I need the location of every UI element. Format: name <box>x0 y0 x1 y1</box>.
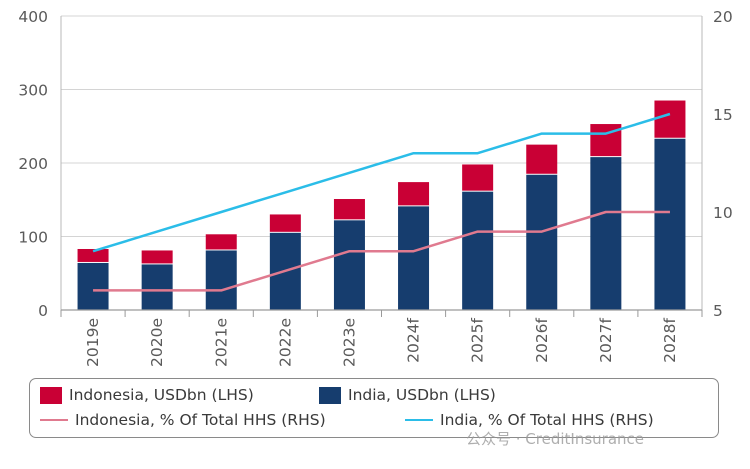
legend-item-india-line: India, % Of Total HHS (RHS) <box>405 411 654 429</box>
y-right-tick-label: 20 <box>713 8 733 26</box>
chart-svg: 0 100 200 300 400 5 10 15 20 2019e 2020e 2021e 2022e… <box>18 8 733 367</box>
y-right-tick-label: 5 <box>713 302 723 320</box>
legend-label-indonesia-line: Indonesia, % Of Total HHS (RHS) <box>75 411 326 429</box>
bar-indonesia <box>398 182 430 206</box>
bar-indonesia <box>205 234 237 250</box>
y-right-tick-label: 15 <box>713 106 733 124</box>
bar-india <box>205 250 237 310</box>
x-tick-label: 2024f <box>405 317 423 362</box>
watermark: 公众号 · CreditInsurance <box>466 430 645 448</box>
legend-item-india-bar: India, USDbn (LHS) <box>319 386 496 404</box>
x-tick-label: 2026f <box>533 317 551 362</box>
bar-indonesia <box>141 250 173 264</box>
y-left-tick-label: 300 <box>18 82 48 100</box>
x-tick-label: 2023e <box>340 318 358 367</box>
bar-india <box>526 174 558 310</box>
x-tick-label: 2022e <box>276 318 294 367</box>
legend-label-indonesia-bar: Indonesia, USDbn (LHS) <box>69 386 254 404</box>
legend-label-india-bar: India, USDbn (LHS) <box>348 386 496 404</box>
bar-india <box>654 138 686 310</box>
bar-indonesia <box>462 164 494 191</box>
bar-india <box>77 262 109 310</box>
legend-swatch-india-bar <box>319 386 341 404</box>
bar-india <box>398 206 430 310</box>
bar-india <box>333 220 365 310</box>
x-tick-label: 2027f <box>597 317 615 362</box>
y-left-tick-label: 100 <box>18 229 48 247</box>
chart-legend: Indonesia, USDbn (LHS) India, USDbn (LHS… <box>29 378 719 438</box>
legend-swatch-indonesia-bar <box>40 386 62 404</box>
legend-label-india-line: India, % Of Total HHS (RHS) <box>440 411 654 429</box>
line-india-pct <box>92 112 671 253</box>
y-left-tick-label: 0 <box>38 302 48 320</box>
bar-india <box>590 157 622 310</box>
bar-indonesia <box>590 124 622 157</box>
bar-indonesia <box>77 248 109 262</box>
legend-swatch-indonesia-line <box>40 419 68 421</box>
bar-india <box>141 264 173 310</box>
legend-item-indonesia-line: Indonesia, % Of Total HHS (RHS) <box>40 411 326 429</box>
line-indonesia-pct <box>93 210 670 292</box>
y-left-tick-label: 400 <box>18 8 48 26</box>
bar-indonesia <box>269 214 301 232</box>
x-tick-label: 2020e <box>148 318 166 367</box>
bar-indonesia <box>654 100 686 138</box>
y-left-tick-label: 200 <box>18 155 48 173</box>
bar-indonesia <box>526 144 558 174</box>
bar-india <box>462 191 494 310</box>
y-right-tick-label: 10 <box>713 204 733 222</box>
x-tick-label: 2028f <box>661 317 679 362</box>
x-tick-label: 2019e <box>84 318 102 367</box>
legend-swatch-india-line <box>405 419 433 421</box>
bar-indonesia <box>333 199 365 220</box>
x-tick-label: 2025f <box>469 317 487 362</box>
legend-item-indonesia-bar: Indonesia, USDbn (LHS) <box>40 386 254 404</box>
x-tick-label: 2021e <box>212 318 230 367</box>
